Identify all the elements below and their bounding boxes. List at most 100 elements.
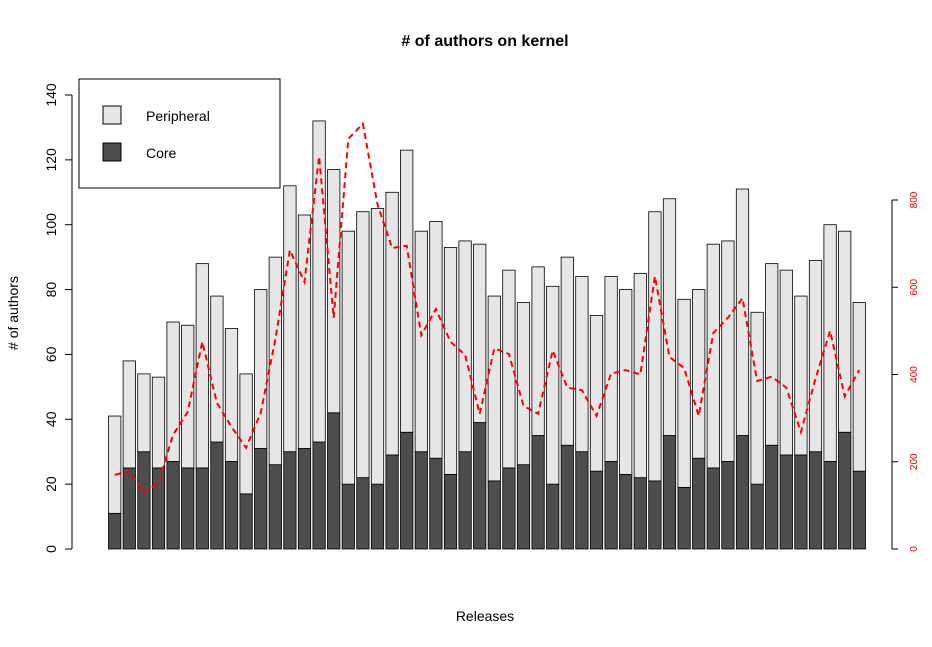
right-axis: 0 200 400 600 800 xyxy=(891,191,920,552)
bar-core xyxy=(502,467,516,550)
bar-core xyxy=(750,483,764,550)
bar-peripheral xyxy=(356,211,370,479)
left-tick-label: 100 xyxy=(43,213,59,237)
bar-core xyxy=(648,480,662,550)
bar-core xyxy=(400,431,414,550)
bar-core xyxy=(546,483,560,550)
legend-swatch-core xyxy=(102,142,122,162)
bar-peripheral xyxy=(166,321,180,462)
bar-peripheral xyxy=(429,221,443,459)
bar-core xyxy=(575,451,589,550)
bar-peripheral xyxy=(779,269,793,456)
bar-peripheral xyxy=(765,263,779,446)
bar-core xyxy=(604,461,618,550)
bar-peripheral xyxy=(181,324,195,469)
bar-peripheral xyxy=(692,289,706,459)
bar-core xyxy=(356,477,370,550)
bar-peripheral xyxy=(852,302,866,472)
bar-peripheral xyxy=(239,373,253,495)
bar-core xyxy=(458,451,472,550)
right-tick-label: 200 xyxy=(909,453,920,470)
bar-core xyxy=(254,448,268,550)
right-tick-label: 800 xyxy=(909,191,920,208)
bar-peripheral xyxy=(794,295,808,456)
bar-peripheral xyxy=(808,259,823,453)
bar-core xyxy=(108,512,122,550)
bar-core xyxy=(137,451,151,550)
bar-core xyxy=(341,483,355,550)
bar-core xyxy=(794,454,808,550)
x-axis-label: Releases xyxy=(456,608,514,624)
bar-core xyxy=(721,461,735,550)
bar-peripheral xyxy=(458,240,472,453)
right-tick-label: 400 xyxy=(909,366,920,383)
bar-peripheral xyxy=(677,298,691,488)
bar-peripheral xyxy=(224,328,239,462)
bar-core xyxy=(838,431,852,550)
bar-peripheral xyxy=(662,198,677,436)
bar-peripheral xyxy=(268,256,282,466)
bar-peripheral xyxy=(341,230,355,485)
bar-core xyxy=(692,457,706,550)
bar-core xyxy=(429,457,443,550)
bar-core xyxy=(589,470,604,550)
bar-peripheral xyxy=(619,289,633,475)
bar-core xyxy=(166,461,180,550)
bar-peripheral xyxy=(414,230,428,453)
bar-core xyxy=(735,435,750,550)
bar-core xyxy=(852,470,866,550)
bar-peripheral xyxy=(473,243,487,423)
bar-peripheral xyxy=(604,276,618,462)
bar-core xyxy=(779,454,793,550)
bar-peripheral xyxy=(633,272,647,479)
bar-peripheral xyxy=(546,285,560,485)
bar-core xyxy=(224,461,239,550)
bar-core xyxy=(808,451,823,550)
left-tick-label: 60 xyxy=(43,346,59,362)
right-tick-label: 0 xyxy=(909,546,920,552)
left-tick-label: 140 xyxy=(43,83,59,107)
bar-peripheral xyxy=(122,360,136,469)
bar-peripheral xyxy=(370,208,385,485)
bar-core xyxy=(473,422,487,550)
bar-core xyxy=(370,483,385,550)
bar-core xyxy=(516,464,531,550)
bar-core xyxy=(122,467,136,550)
legend-label-peripheral: Peripheral xyxy=(146,108,210,124)
bar-core xyxy=(531,435,545,550)
bar-peripheral xyxy=(137,373,151,453)
bar-core xyxy=(662,435,677,550)
bar-peripheral xyxy=(575,276,589,453)
bar-peripheral xyxy=(750,311,764,485)
legend-label-core: Core xyxy=(146,145,177,161)
bar-peripheral xyxy=(283,185,297,453)
bar-core xyxy=(706,467,720,550)
bar-peripheral xyxy=(151,376,166,469)
bar-peripheral xyxy=(487,295,501,482)
bar-peripheral xyxy=(108,415,122,514)
bar-peripheral xyxy=(385,191,399,456)
bar-peripheral xyxy=(706,243,720,469)
bars-layer xyxy=(108,120,866,550)
bar-core xyxy=(385,454,399,550)
bar-peripheral xyxy=(648,211,662,482)
bar-peripheral xyxy=(721,240,735,462)
bar-peripheral xyxy=(531,266,545,436)
bar-peripheral xyxy=(443,247,458,475)
bar-peripheral xyxy=(502,269,516,469)
legend-box xyxy=(78,78,281,189)
bar-core xyxy=(443,474,458,550)
left-tick-label: 0 xyxy=(43,545,59,553)
bar-core xyxy=(487,480,501,550)
bar-peripheral xyxy=(400,149,414,433)
left-tick-label: 120 xyxy=(43,148,59,172)
bar-core xyxy=(414,451,428,550)
bar-core xyxy=(312,441,326,550)
bar-core xyxy=(283,451,297,550)
bar-peripheral xyxy=(312,120,326,443)
chart-title: # of authors on kernel xyxy=(401,33,568,50)
line-layer xyxy=(114,121,861,494)
left-tick-label: 80 xyxy=(43,282,59,298)
bar-peripheral xyxy=(254,289,268,449)
